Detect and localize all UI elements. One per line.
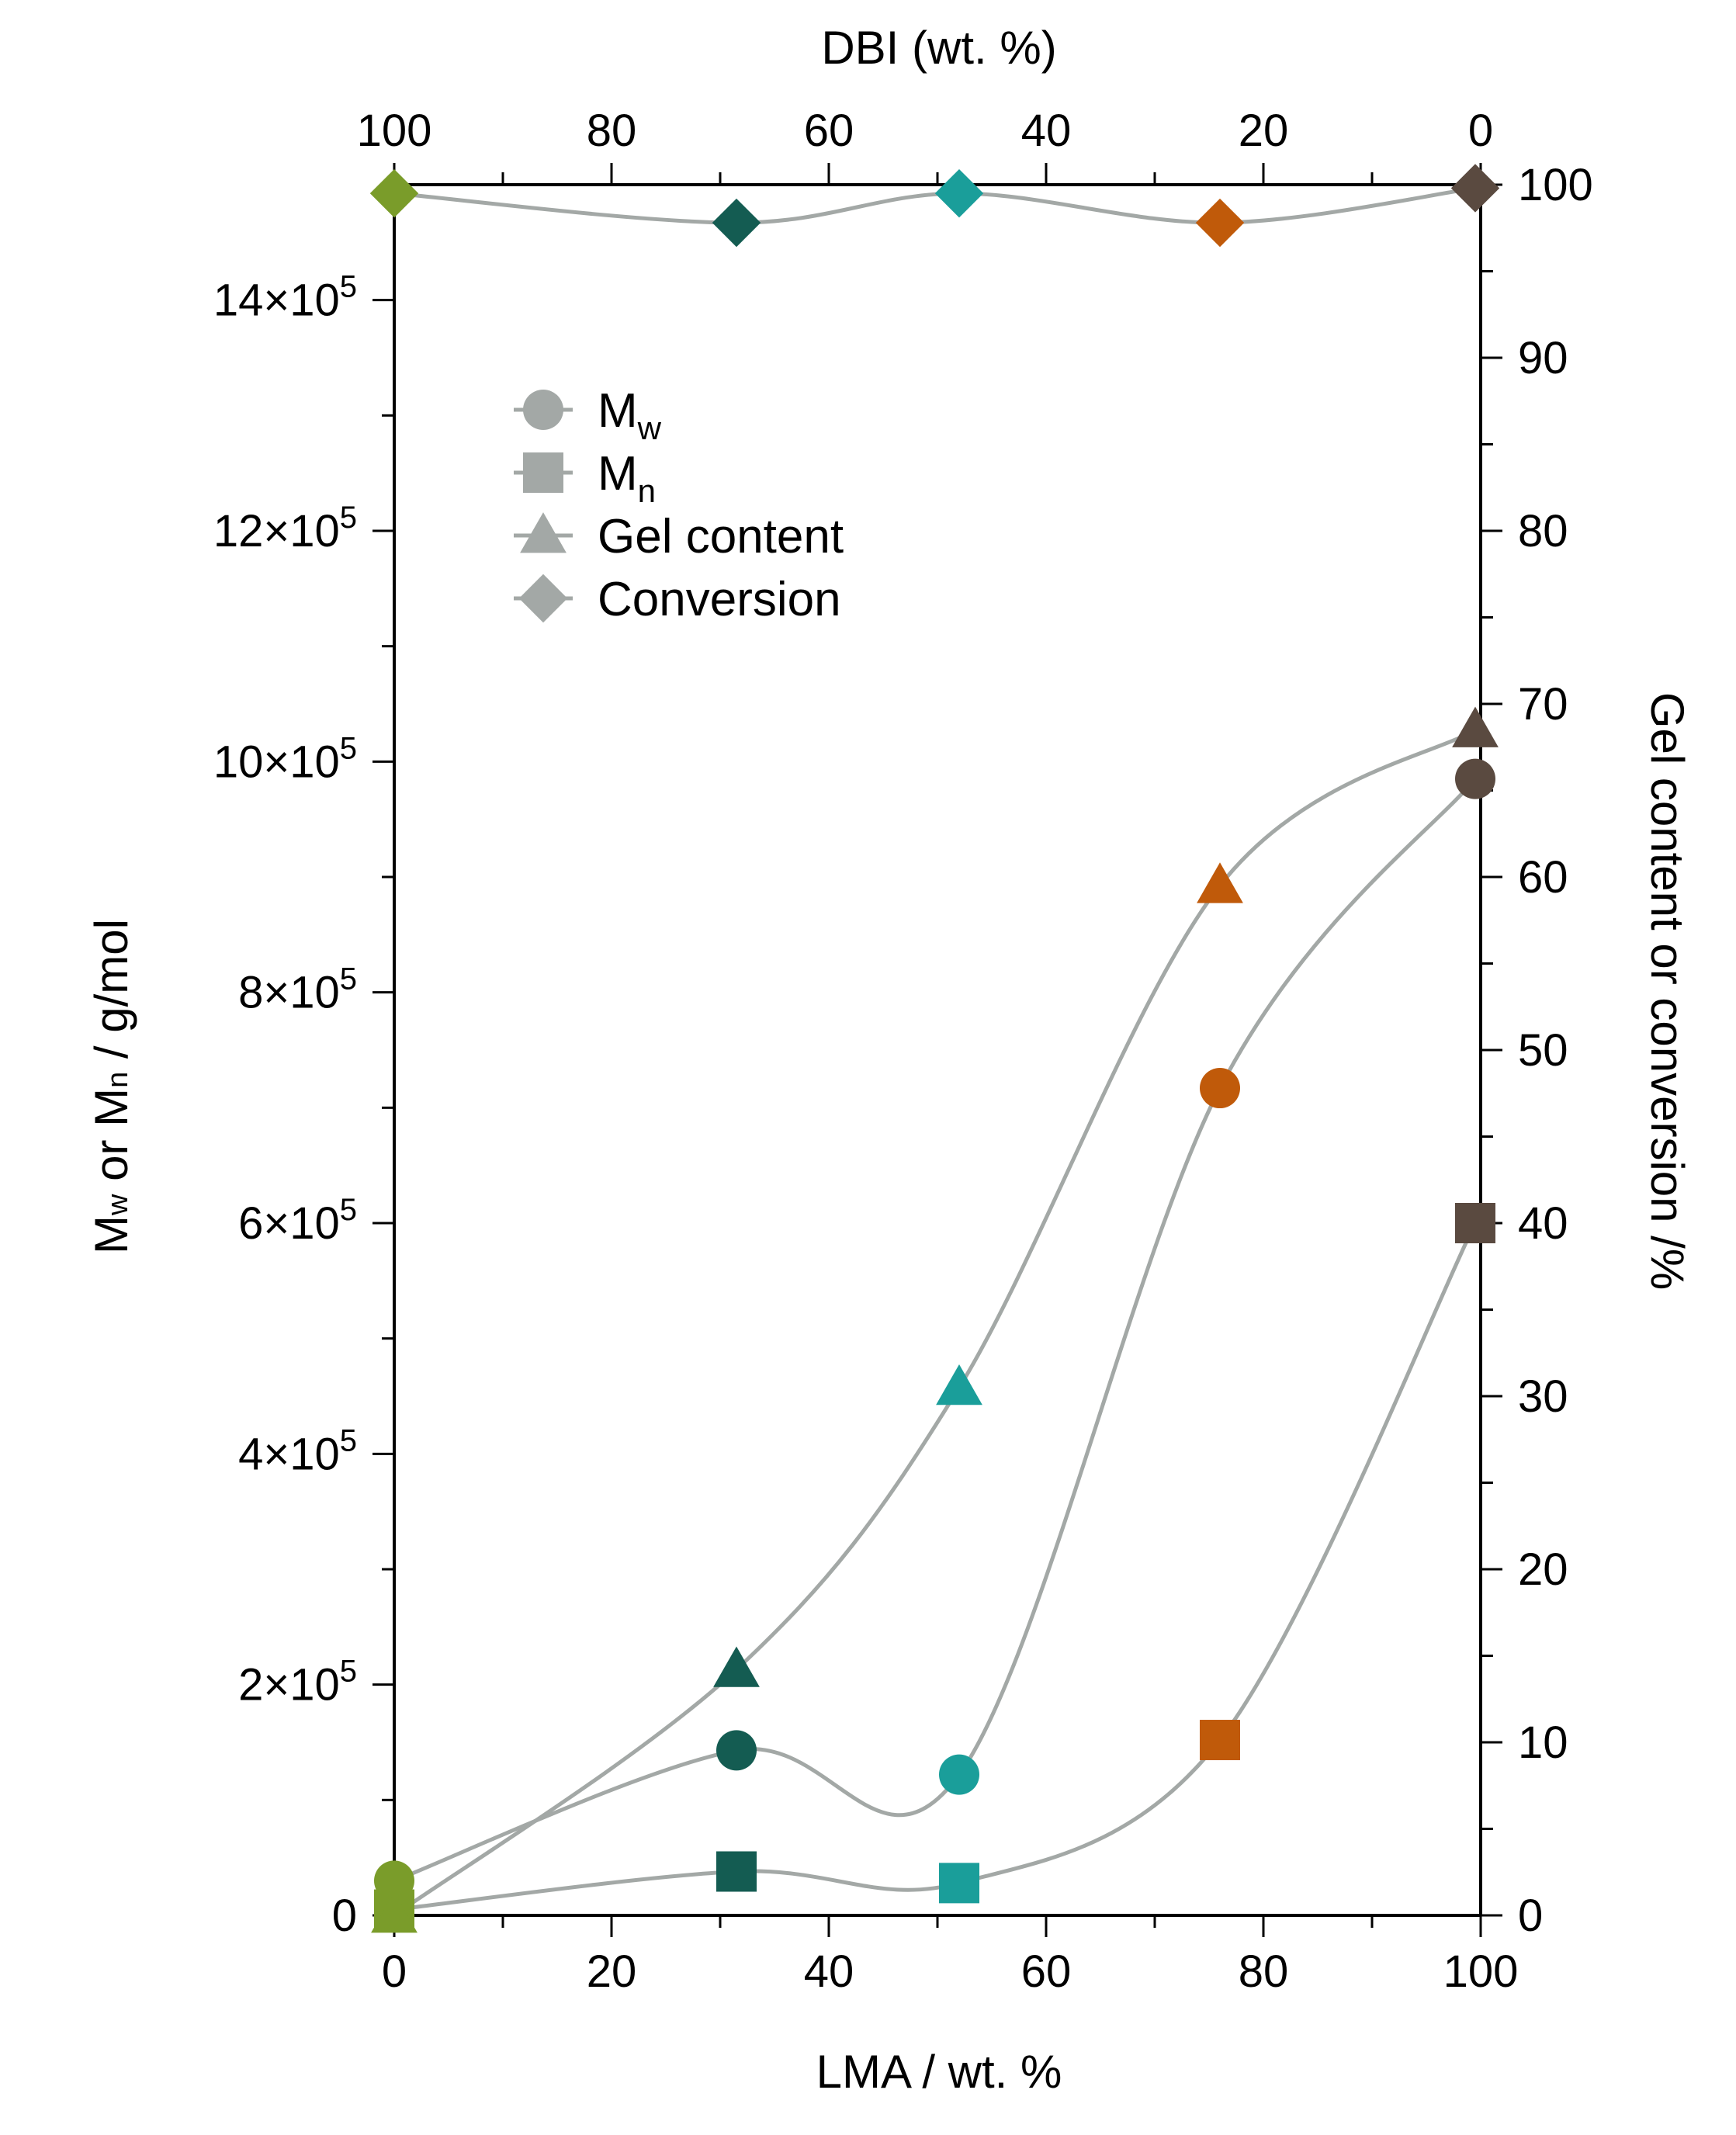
left-axis-title: Mw or Mn / g/mol — [85, 919, 137, 1254]
mn-point — [716, 1851, 757, 1892]
mw-point — [1200, 1068, 1240, 1109]
mn-point — [1455, 1203, 1495, 1243]
left-tick-label: 4×105 — [238, 1423, 357, 1479]
legend-label-gel-content: Gel content — [598, 510, 844, 563]
legend-label-conversion: Conversion — [598, 573, 841, 626]
legend-marker-mn — [523, 452, 563, 493]
gel-content-point — [713, 1646, 760, 1687]
left-tick-label: 0 — [332, 1891, 357, 1941]
left-tick-label: 6×105 — [238, 1193, 357, 1249]
legend-label-mw: Mw — [598, 384, 662, 446]
top-axis-title: DBI (wt. %) — [821, 22, 1056, 74]
right-tick-label: 80 — [1518, 506, 1568, 556]
mn-point — [1200, 1720, 1240, 1761]
right-tick-label: 90 — [1518, 333, 1568, 383]
top-tick-label: 40 — [1021, 106, 1072, 156]
x-tick-label: 80 — [1239, 1946, 1289, 1997]
left-tick-label: 14×105 — [213, 270, 357, 326]
left-tick-label: 2×105 — [238, 1655, 357, 1710]
top-tick-label: 0 — [1468, 106, 1493, 156]
conversion-point — [1195, 198, 1245, 248]
right-tick-label: 70 — [1518, 679, 1568, 730]
right-axis-title: Gel content or conversion /% — [1641, 692, 1693, 1290]
mw-point — [1455, 758, 1495, 799]
right-tick-label: 100 — [1518, 160, 1593, 210]
top-tick-label: 20 — [1239, 106, 1289, 156]
series-lines — [393, 185, 1478, 1918]
conversion-line — [393, 185, 1476, 225]
right-tick-label: 0 — [1518, 1891, 1543, 1941]
conversion-point — [712, 198, 761, 248]
x-tick-label: 20 — [587, 1946, 637, 1997]
top-tick-label: 60 — [804, 106, 854, 156]
mn-line — [393, 1222, 1478, 1912]
legend-marker-conversion — [518, 574, 568, 623]
top-tick-label: 80 — [587, 106, 637, 156]
gel-content-point — [1452, 706, 1499, 747]
legend-label-mn: Mn — [598, 447, 656, 509]
mw-point — [939, 1754, 979, 1795]
left-tick-label: 8×105 — [238, 962, 357, 1018]
right-tick-label: 30 — [1518, 1371, 1568, 1422]
gel-content-point — [371, 1892, 418, 1933]
gel-content-point — [936, 1364, 982, 1405]
legend-marker-gel-content — [520, 512, 567, 553]
x-tick-label: 60 — [1021, 1946, 1072, 1997]
right-tick-label: 60 — [1518, 852, 1568, 903]
right-tick-label: 50 — [1518, 1025, 1568, 1076]
right-tick-label: 10 — [1518, 1717, 1568, 1768]
conversion-point — [934, 168, 984, 218]
mn-point — [939, 1863, 979, 1904]
data-points — [369, 164, 1500, 1933]
right-tick-label: 20 — [1518, 1544, 1568, 1595]
conversion-point — [1450, 164, 1500, 213]
x-tick-label: 0 — [382, 1946, 407, 1997]
x-tick-label: 100 — [1443, 1946, 1519, 1997]
mw-point — [716, 1730, 757, 1771]
gel-content-line — [393, 728, 1477, 1918]
left-tick-label: 10×105 — [213, 731, 357, 787]
x-tick-label: 40 — [804, 1946, 854, 1997]
left-tick-label: 12×105 — [213, 501, 357, 556]
x-axis-title: LMA / wt. % — [816, 2046, 1062, 2098]
gel-content-point — [1197, 862, 1243, 903]
legend-marker-mw — [523, 390, 563, 430]
top-tick-label: 100 — [357, 106, 432, 156]
mw-line — [393, 778, 1477, 1883]
conversion-point — [369, 168, 419, 218]
right-tick-label: 40 — [1518, 1198, 1568, 1249]
